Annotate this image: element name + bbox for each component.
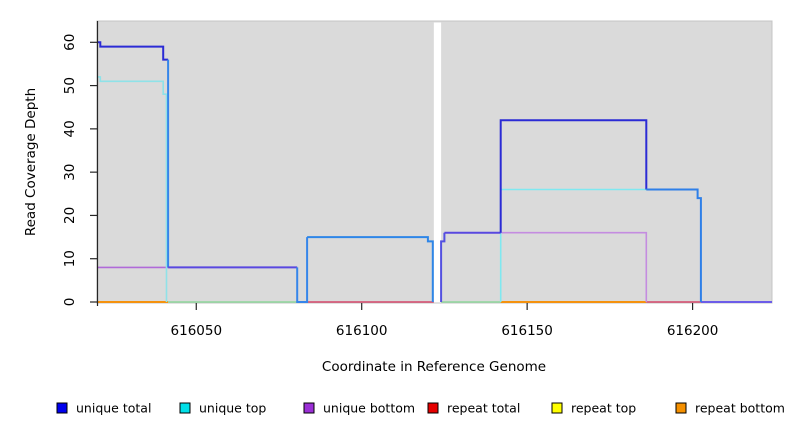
- gap-band-rect: [433, 22, 442, 303]
- legend-item: repeat total: [427, 401, 520, 416]
- x-axis-tick-label: 616050: [171, 323, 223, 339]
- y-axis-tick-label: 40: [62, 120, 78, 137]
- y-axis-tick-label: 10: [62, 250, 78, 267]
- legend-item: unique total: [56, 401, 151, 416]
- axes: 0 10 20 30 40 50 60 616050 616100 616150 616200: [62, 21, 718, 339]
- legend-item: unique top: [179, 401, 266, 416]
- legend-swatch: [427, 402, 439, 414]
- legend-swatch: [56, 402, 68, 414]
- legend: unique total unique top unique bottom repea…: [56, 401, 785, 416]
- legend-label: unique top: [199, 401, 266, 416]
- y-axis-label: Read Coverage Depth: [23, 88, 39, 236]
- legend-item: repeat bottom: [675, 401, 785, 416]
- legend-swatch: [179, 402, 191, 414]
- series-segment: [307, 236, 434, 302]
- legend-swatch: [303, 402, 315, 414]
- series-segment: [500, 231, 648, 302]
- legend-swatch: [675, 402, 687, 414]
- y-axis-tick-label: 30: [62, 164, 78, 181]
- x-axis-tick-label: 616150: [501, 323, 553, 339]
- series-segment: [296, 237, 309, 303]
- legend-swatch: [551, 402, 563, 414]
- series-segment: [97, 41, 169, 61]
- series-segment: [499, 119, 648, 233]
- series-segment: [97, 76, 168, 302]
- legend-label: repeat top: [571, 401, 636, 416]
- legend-label: unique total: [76, 401, 151, 416]
- y-axis-tick-label: 20: [62, 207, 78, 224]
- y-axis-tick-label: 50: [62, 77, 78, 94]
- x-axis-tick-label: 616100: [336, 323, 388, 339]
- legend-item: repeat top: [551, 401, 636, 416]
- y-axis-tick-label: 60: [62, 34, 78, 51]
- y-axis-tick-label: 0: [62, 298, 78, 307]
- series-segment: [646, 188, 702, 302]
- series-segment: [440, 232, 446, 302]
- legend-label: unique bottom: [323, 401, 415, 416]
- legend-label: repeat bottom: [695, 401, 785, 416]
- coverage-step-lines: [97, 41, 772, 303]
- legend-item: unique bottom: [303, 401, 415, 416]
- gap-band: [433, 22, 442, 303]
- x-axis-tick-label: 616200: [667, 323, 719, 339]
- legend-label: repeat total: [447, 401, 520, 416]
- x-axis-label: Coordinate in Reference Genome: [322, 359, 546, 375]
